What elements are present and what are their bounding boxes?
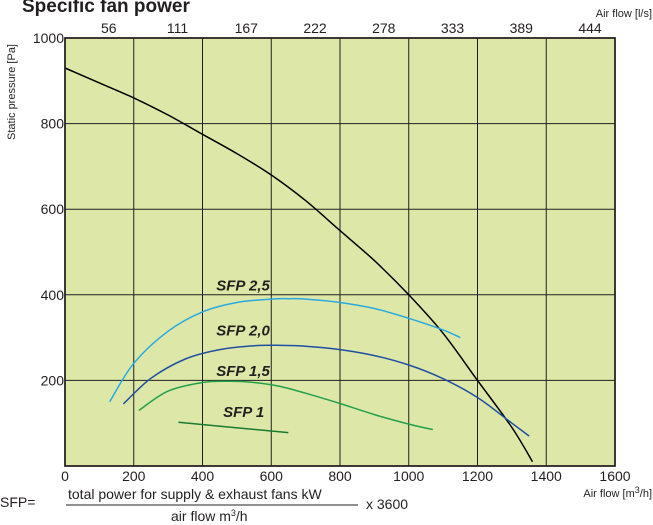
x2-axis-label-text: Air flow [l/s] [596, 8, 652, 20]
series-annotation-label: SFP 2,0 [216, 322, 270, 339]
tick-labels: 0 200 400 600 800 1000 1200 1400 1600 200 400 600 80… [33, 20, 631, 484]
x2-tick-label: 278 [372, 20, 396, 36]
x-tick-label: 1600 [599, 468, 630, 484]
x-tick-label: 0 [61, 468, 69, 484]
x-tick-label: 1200 [462, 468, 493, 484]
x-tick-label: 800 [328, 468, 352, 484]
formula-multiplier: x 3600 [366, 496, 408, 512]
x2-tick-label: 444 [578, 20, 602, 36]
y-tick-label: 200 [41, 372, 65, 388]
x2-tick-label: 389 [510, 20, 534, 36]
x-tick-label: 400 [191, 468, 215, 484]
series-group [64, 67, 534, 463]
x-axis-label-sup: 3 [635, 485, 640, 495]
x-axis-label: Air flow [m3/h] [583, 485, 652, 500]
y-tick-label: 400 [41, 287, 65, 303]
series-annotation-label: SFP 1 [223, 404, 264, 421]
series-line-fan-curve [64, 67, 534, 463]
formula-denominator: air flow m3/h [171, 508, 248, 524]
x2-tick-label: 167 [235, 20, 259, 36]
formula-prefix: SFP= [0, 494, 35, 510]
x2-axis-label: Air flow [l/s] [596, 8, 652, 20]
plot-frame [64, 37, 616, 467]
x2-tick-label: 56 [101, 20, 117, 36]
x2-tick-label: 333 [441, 20, 465, 36]
formula-numerator: total power for supply & exhaust fans kW [68, 486, 322, 502]
formula-denominator-sup: 3 [231, 508, 236, 518]
series-annotations: SFP 2,5 SFP 2,0 SFP 1,5 SFP 1 [216, 278, 270, 421]
series-line-sfp-1 [178, 421, 289, 434]
formula-denominator-suffix: /h [236, 508, 248, 524]
x2-tick-label: 222 [303, 20, 327, 36]
x-tick-label: 1400 [531, 468, 562, 484]
x-tick-label: 1000 [393, 468, 424, 484]
y-axis-label: Static pressure [Pa] [6, 44, 18, 140]
y-tick-label: 800 [41, 116, 65, 132]
sfp-formula: SFP= total power for supply & exhaust fa… [0, 486, 408, 524]
series-line-sfp-1-5 [138, 380, 433, 431]
y-tick-label: 1000 [33, 30, 64, 46]
series-line-sfp-2-5 [109, 297, 461, 403]
x-axis-label-end: /h] [640, 488, 652, 500]
y-tick-label: 600 [41, 201, 65, 217]
series-annotation-label: SFP 1,5 [216, 363, 270, 380]
chart-title: Specific fan power [22, 0, 190, 17]
formula-denominator-text: air flow m [171, 508, 231, 524]
series-line-sfp-2-0 [122, 344, 530, 437]
x-tick-label: 600 [260, 468, 284, 484]
x-tick-label: 200 [122, 468, 146, 484]
series-annotation-label: SFP 2,5 [216, 278, 270, 295]
x2-tick-label: 111 [167, 20, 188, 36]
